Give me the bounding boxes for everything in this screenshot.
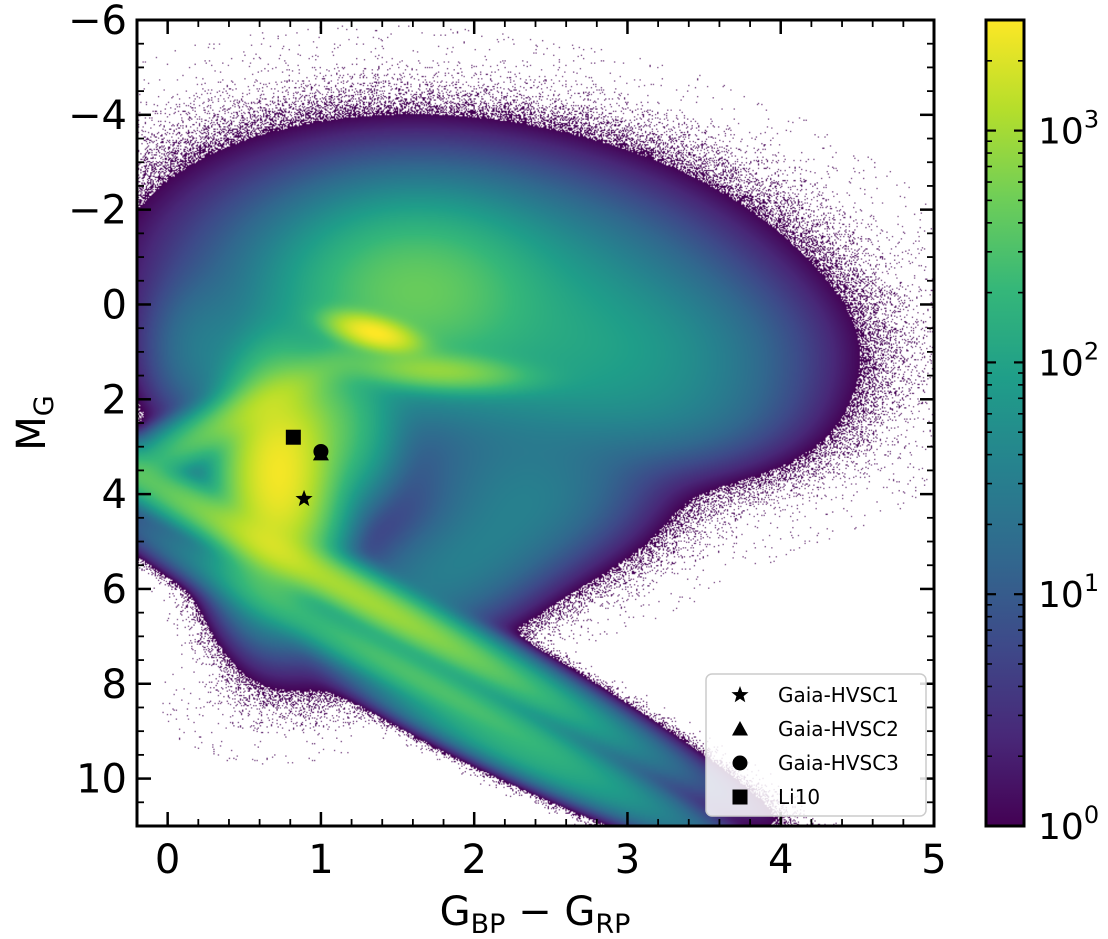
colorbar-tick-label: 103 (1038, 106, 1099, 153)
x-tick-label: 1 (308, 837, 333, 883)
y-tick-label: 0 (102, 282, 127, 328)
y-axis-label: MG (9, 395, 60, 450)
x-axis-label-middle: − G (505, 889, 595, 935)
y-tick-label: −6 (68, 0, 127, 44)
colorbar-tick-labels: 100 101 102 103 (1038, 106, 1099, 848)
legend-label: Gaia-HVSC2 (778, 717, 899, 741)
colorbar-tick-label: 100 (1038, 801, 1099, 848)
y-axis-label-main: M (9, 416, 55, 451)
x-tick-label: 3 (615, 837, 640, 883)
legend-marker-triangle (732, 721, 748, 736)
colorbar-frame (984, 18, 1026, 828)
y-tick-label: 4 (102, 472, 127, 518)
y-tick-label: −2 (68, 188, 127, 234)
y-axis-label-sub: G (29, 395, 60, 416)
marker-gaia-hvsc3 (313, 443, 329, 459)
legend-label: Gaia-HVSC1 (778, 683, 899, 707)
star-markers (285, 429, 329, 507)
colorbar-tick-label: 101 (1038, 569, 1099, 616)
x-axis-label: GBP − GRP (440, 889, 631, 935)
x-tick-labels: 0 1 2 3 4 5 (155, 837, 947, 883)
y-tick-label: 6 (102, 567, 127, 613)
y-tick-label: −4 (68, 93, 127, 139)
legend-label: Li10 (778, 785, 820, 809)
legend-marker-square (732, 789, 748, 805)
x-axis-label-main: G (440, 889, 471, 935)
colorbar: 100 101 102 103 (984, 18, 1099, 848)
legend: Gaia-HVSC1 Gaia-HVSC2 Gaia-HVSC3 Li10 (705, 673, 927, 817)
y-tick-label: 2 (102, 377, 127, 423)
x-tick-label: 4 (768, 837, 793, 883)
colorbar-fill (986, 20, 1024, 826)
legend-marker-circle (732, 755, 748, 771)
x-tick-label: 5 (921, 837, 946, 883)
plot-frame (135, 18, 936, 828)
y-tick-label: 10 (76, 757, 127, 803)
legend-marker-star (731, 686, 749, 703)
y-tick-labels: −6 −4 −2 0 2 4 6 8 10 (68, 0, 127, 803)
y-tick-label: 8 (102, 662, 127, 708)
x-tick-label: 0 (155, 837, 180, 883)
marker-li10 (285, 429, 301, 445)
marker-gaia-hvsc1 (295, 489, 313, 507)
x-axis-label-sub1: BP (471, 909, 506, 935)
legend-box (705, 673, 927, 817)
legend-label: Gaia-HVSC3 (778, 751, 899, 775)
x-axis-label-sub2: RP (595, 909, 630, 935)
colorbar-tick-label: 102 (1038, 337, 1099, 384)
x-tick-label: 2 (461, 837, 486, 883)
